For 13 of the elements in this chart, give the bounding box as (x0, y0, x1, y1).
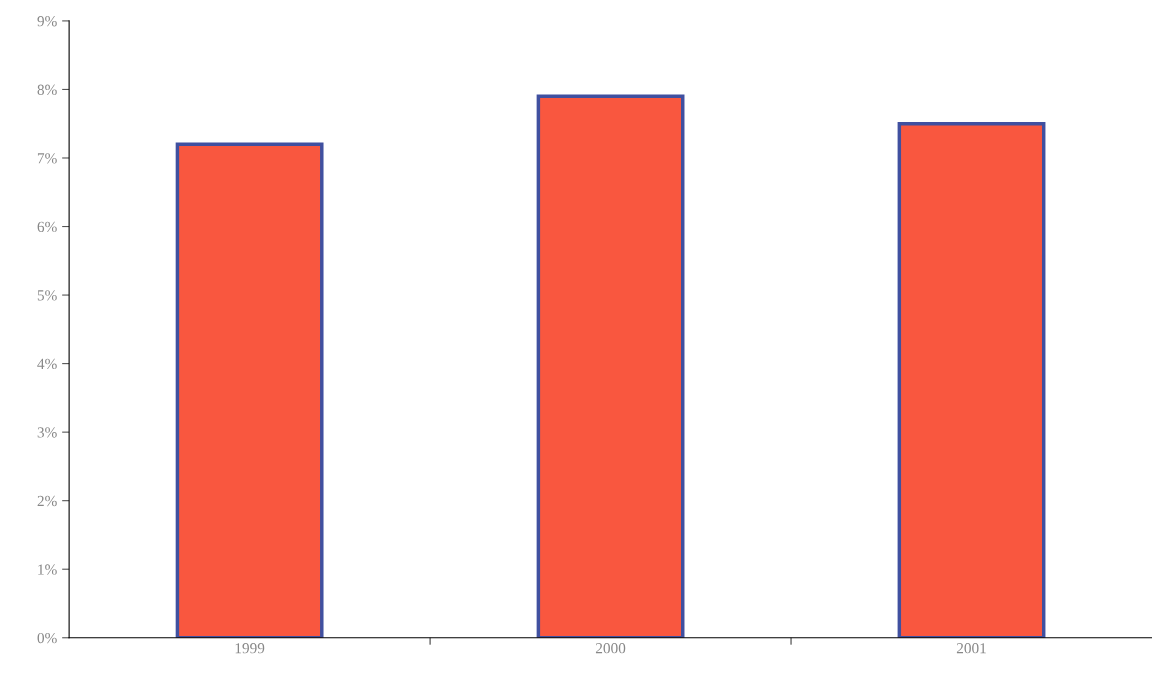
x-tick-label: 2000 (595, 643, 626, 654)
y-tick-label: 4% (37, 358, 57, 370)
y-tick-label: 9% (37, 16, 57, 27)
y-tick-label: 7% (37, 153, 57, 164)
y-tick-label: 1% (38, 564, 57, 575)
y-tick-label: 6% (37, 221, 57, 233)
y-tick-label: 0% (37, 632, 57, 644)
x-tick-label: 2001 (956, 643, 986, 654)
y-tick-label: 3% (37, 427, 57, 438)
y-tick-label: 5% (37, 290, 57, 301)
y-tick-label: 8% (37, 84, 57, 95)
y-tick-label: 2% (37, 495, 57, 507)
x-tick-label: 1999 (235, 643, 265, 654)
